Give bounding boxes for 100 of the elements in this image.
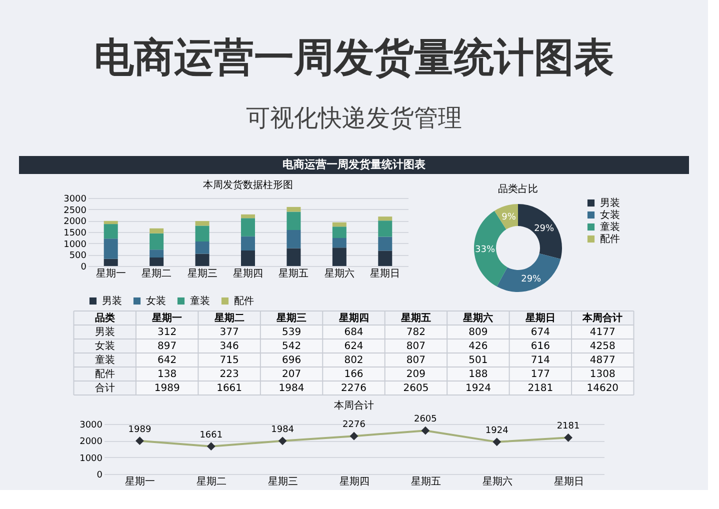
- data-label: 1308: [590, 369, 616, 380]
- y-tick-label: 女装: [94, 340, 115, 352]
- bar: [286, 212, 301, 230]
- data-label: 4177: [590, 327, 616, 338]
- data-label: 14620: [586, 383, 619, 394]
- x-tick-label: 本周合计: [582, 312, 623, 324]
- bar: [195, 221, 210, 226]
- chart-title: 本周合计: [334, 400, 374, 412]
- bar: [150, 257, 164, 266]
- y-tick-label: 1000: [80, 454, 103, 464]
- data-label: 2276: [341, 383, 366, 394]
- data-label: 1989: [154, 383, 180, 394]
- legend-label: 女装: [146, 295, 166, 307]
- x-tick-label: 星期四: [338, 312, 369, 324]
- bar: [104, 220, 118, 224]
- x-tick-label: 星期三: [276, 312, 307, 324]
- y-tick-label: 0: [96, 470, 103, 480]
- x-tick-label: 星期三: [187, 268, 218, 280]
- y-tick-label: 1000: [64, 240, 87, 250]
- data-label: 642: [158, 355, 177, 366]
- x-tick-label: 星期五: [278, 268, 309, 280]
- data-label: 177: [530, 369, 550, 380]
- x-tick-label: 星期一: [125, 476, 156, 488]
- data-label: 782: [406, 327, 426, 338]
- y-tick-label: 3000: [80, 420, 103, 430]
- bar: [241, 214, 255, 218]
- x-tick-label: 星期一: [151, 312, 182, 324]
- bar: [332, 238, 346, 248]
- data-label: 2181: [528, 383, 554, 394]
- data-label: 1989: [128, 424, 152, 435]
- x-tick-label: 星期二: [142, 268, 172, 280]
- legend-label: 女装: [600, 209, 620, 221]
- data-label: 33%: [475, 245, 496, 256]
- x-tick-label: 星期二: [213, 312, 244, 324]
- data-label: 223: [220, 369, 239, 380]
- y-tick-label: 配件: [94, 369, 115, 380]
- x-tick-label: 星期三: [268, 476, 298, 488]
- data-label: 807: [406, 355, 426, 366]
- data-label: 674: [530, 327, 550, 338]
- y-tick-label: 2500: [64, 206, 87, 216]
- data-label: 426: [468, 341, 488, 352]
- data-label: 715: [220, 355, 239, 366]
- x-tick-label: 星期六: [324, 268, 354, 280]
- legend-label: 童装: [600, 221, 620, 233]
- data-label: 312: [158, 327, 177, 338]
- bar: [286, 206, 301, 212]
- bar: [150, 233, 164, 250]
- bar: [150, 228, 164, 234]
- x-tick-label: 星期日: [370, 268, 400, 280]
- bar: [332, 248, 346, 266]
- y-axis-title: 品类: [94, 312, 115, 324]
- data-label: 209: [406, 369, 426, 380]
- x-tick-label: 星期五: [410, 476, 441, 488]
- text: 电商运营一周发货量统计图表: [94, 35, 614, 81]
- chart-title: 品类占比: [498, 183, 538, 195]
- data-label: 188: [468, 369, 488, 380]
- legend-label: 配件: [234, 296, 254, 307]
- y-tick-label: 2000: [64, 217, 87, 228]
- data-label: 346: [220, 341, 239, 352]
- data-label: 616: [530, 341, 550, 352]
- bar: [241, 218, 255, 236]
- x-tick-label: 星期一: [96, 268, 126, 280]
- bar: [195, 226, 210, 242]
- y-tick-label: 童装: [94, 354, 115, 366]
- data-label: 807: [406, 341, 426, 352]
- y-tick-label: 500: [69, 251, 87, 262]
- data-label: 377: [220, 327, 239, 338]
- donut-slice: [518, 204, 562, 259]
- legend-label: 男装: [600, 197, 620, 209]
- y-tick-label: 2000: [80, 437, 103, 448]
- data-label: 4877: [590, 355, 616, 366]
- bar: [286, 230, 301, 248]
- data-label: 684: [344, 327, 364, 338]
- data-label: 29%: [521, 274, 542, 284]
- data-label: 696: [282, 355, 302, 366]
- chart-title: 本周发货数据柱形图: [203, 179, 293, 191]
- text: 可视化快递发货管理: [246, 104, 462, 132]
- y-tick-label: 男装: [94, 326, 115, 338]
- data-label: 207: [282, 369, 302, 380]
- data-label: 1924: [485, 426, 509, 436]
- y-tick-label: 1500: [64, 228, 87, 238]
- text: 电商运营一周发货量统计图表: [282, 158, 426, 171]
- bar: [378, 216, 392, 221]
- data-label: 1924: [465, 383, 491, 394]
- data-label: 29%: [534, 224, 555, 234]
- bar: [104, 258, 118, 266]
- bar: [104, 224, 118, 239]
- data-label: 542: [282, 341, 302, 352]
- bar: [150, 250, 164, 258]
- bar: [378, 236, 392, 251]
- y-tick-label: 3000: [64, 194, 87, 204]
- y-tick-label: 0: [80, 262, 87, 272]
- data-label: 714: [530, 355, 550, 366]
- data-label: 1984: [271, 424, 294, 435]
- data-label: 166: [344, 369, 364, 380]
- bar: [332, 226, 346, 238]
- bar: [241, 236, 255, 250]
- bar: [195, 241, 210, 254]
- x-tick-label: 星期四: [233, 268, 263, 280]
- donut-slice: [496, 253, 561, 292]
